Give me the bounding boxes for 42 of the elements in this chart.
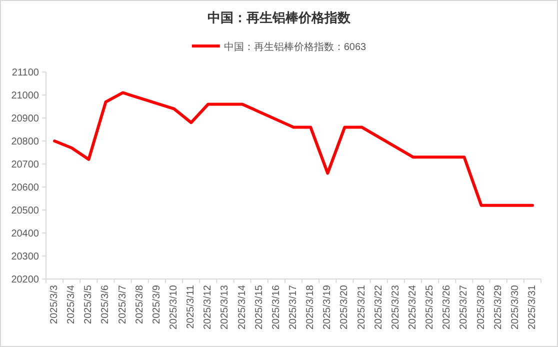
xtick: 2025/3/27 [458,285,470,330]
ytick: 20900 [11,114,39,124]
ytick: 20200 [11,274,39,286]
xtick: 2025/3/10 [168,285,180,330]
xtick: 2025/3/11 [186,285,197,329]
xtick: 2025/3/22 [373,285,384,330]
ytick: 20400 [11,228,39,240]
xtick: 2025/3/28 [476,285,487,330]
xtick: 2025/3/26 [442,285,453,330]
xtick: 2025/3/23 [390,285,402,330]
xtick: 2025/3/14 [236,285,248,330]
xtick: 2025/3/7 [117,285,128,324]
xtick: 2025/3/25 [424,285,436,330]
ytick: 21100 [12,68,39,78]
xtick: 2025/3/3 [49,285,60,324]
xtick: 2025/3/5 [83,285,94,324]
xtick: 2025/3/4 [66,285,78,324]
xtick: 2025/3/31 [526,285,538,330]
xtick: 2025/3/18 [305,285,316,330]
legend-label: 中国：再生铝棒价格指数：6063 [224,41,367,53]
xtick: 2025/3/8 [134,285,146,324]
xtick: 2025/3/6 [100,285,112,324]
xtick: 2025/3/24 [407,285,418,330]
xtick: 2025/3/19 [322,285,334,330]
ytick: 20600 [11,182,39,194]
xtick: 2025/3/21 [356,285,368,330]
xtick: 2025/3/13 [220,285,231,330]
ytick: 20500 [11,206,39,216]
ytick: 20700 [11,160,39,170]
ytick: 20800 [11,136,39,148]
xtick: 2025/3/15 [254,285,265,330]
ytick: 20300 [11,252,39,262]
title: 中国：再生铝棒价格指数 [208,10,350,25]
legend-item: 中国：再生铝棒价格指数：6063 [192,42,366,53]
ytick: 21000 [11,90,39,102]
xtick: 2025/3/16 [270,285,282,330]
xtick: 2025/3/9 [151,285,162,324]
xtick: 2025/3/30 [510,285,521,330]
xtick: 2025/3/17 [288,285,299,330]
xtick: 2025/3/29 [492,285,504,330]
xtick: 2025/3/20 [339,285,350,330]
xtick: 2025/3/12 [202,285,214,330]
